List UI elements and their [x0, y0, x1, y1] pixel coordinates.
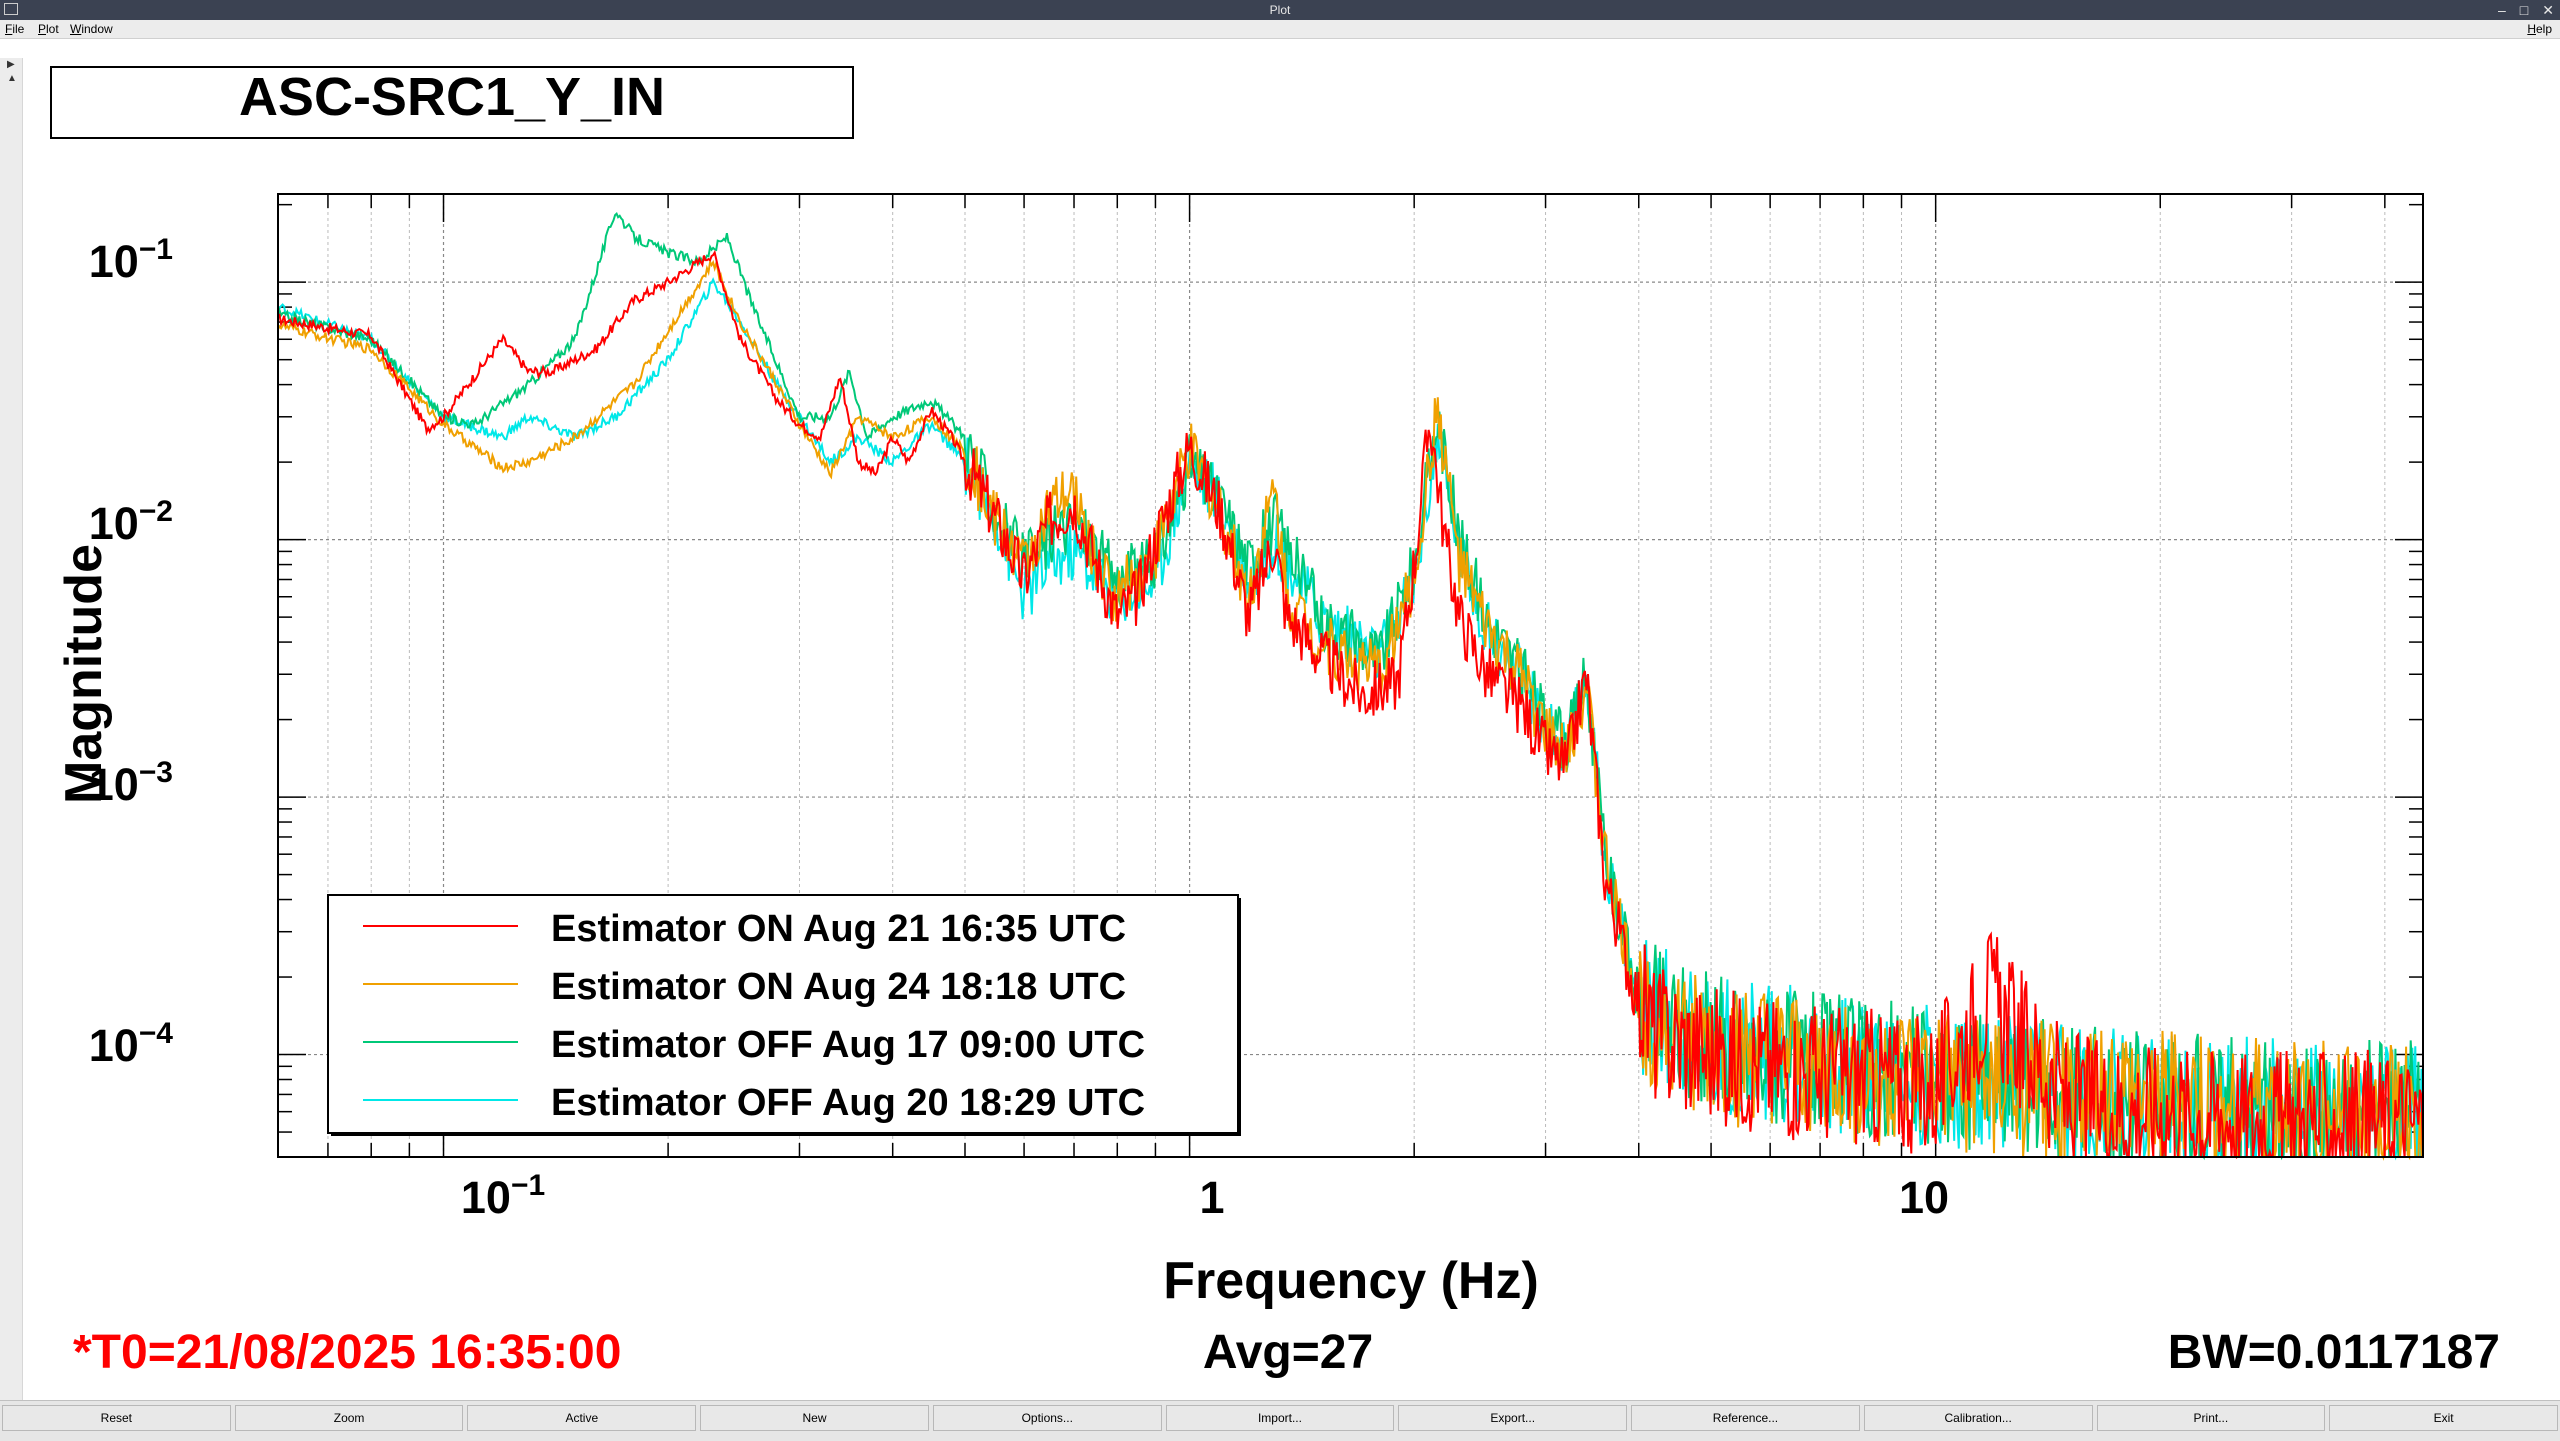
- grid-lines: [277, 194, 2423, 1158]
- button-zoom[interactable]: Zoom: [234, 1405, 464, 1431]
- plot-title: ASC-SRC1_Y_IN: [239, 67, 665, 127]
- button-options[interactable]: Options...: [932, 1405, 1162, 1431]
- button-reset[interactable]: Reset: [2, 1405, 231, 1431]
- series-line-0: [277, 249, 2424, 1160]
- button-import[interactable]: Import...: [1165, 1405, 1395, 1431]
- button-bar: Reset Zoom Active New Options... Import... Exp…: [0, 1400, 2560, 1441]
- menu-file[interactable]: File: [5, 22, 25, 36]
- arrow-up-icon[interactable]: ▲: [7, 73, 17, 84]
- menu-plot[interactable]: Plot: [38, 22, 59, 36]
- legend-label-3: Estimator OFF Aug 20 18:29 UTC: [551, 1082, 1145, 1124]
- title-box: [50, 66, 854, 139]
- legend-label-2: Estimator OFF Aug 17 09:00 UTC: [551, 1024, 1145, 1066]
- window-title: Plot: [1269, 3, 1291, 17]
- button-active[interactable]: Active: [467, 1405, 697, 1431]
- y-tick-label-1e-2: 10−2: [89, 495, 173, 549]
- menu-bar: File Plot Window Help: [0, 20, 2560, 39]
- window-icon: [4, 3, 18, 15]
- pad-selector-strip: ▶ ▲: [0, 58, 23, 1400]
- button-export[interactable]: Export...: [1398, 1405, 1628, 1431]
- window-controls: – □ ✕: [2498, 0, 2554, 20]
- button-calibration[interactable]: Calibration...: [1863, 1405, 2093, 1431]
- y-tick-label-1e-4: 10−4: [89, 1017, 174, 1071]
- close-icon[interactable]: ✕: [2542, 2, 2554, 18]
- plot-frame: [277, 193, 2424, 1158]
- minimize-icon[interactable]: –: [2498, 2, 2506, 18]
- series-group: [277, 211, 2424, 1161]
- bw-label: BW=0.0117187: [2168, 1326, 2500, 1379]
- avg-label: Avg=27: [1203, 1326, 1373, 1379]
- button-exit[interactable]: Exit: [2329, 1405, 2558, 1431]
- menu-help[interactable]: Help: [2527, 22, 2552, 36]
- menu-window[interactable]: Window: [70, 22, 113, 36]
- x-tick-label-0.1: 10−1: [461, 1169, 545, 1223]
- button-print[interactable]: Print...: [2096, 1405, 2326, 1431]
- legend-label-1: Estimator ON Aug 24 18:18 UTC: [551, 966, 1126, 1008]
- maximize-icon[interactable]: □: [2519, 2, 2529, 18]
- legend-box: [327, 894, 1239, 1134]
- x-axis-label: Frequency (Hz): [1163, 1252, 1539, 1310]
- t0-label: *T0=21/08/2025 16:35:00: [73, 1326, 621, 1379]
- legend-label-0: Estimator ON Aug 21 16:35 UTC: [551, 908, 1126, 950]
- y-tick-label-1e-1: 10−1: [89, 233, 173, 287]
- y-axis-label: Magnitude: [55, 544, 113, 804]
- x-tick-label-10: 10: [1899, 1172, 1949, 1223]
- legend: Estimator ON Aug 21 16:35 UTC Estimator …: [327, 894, 1241, 1136]
- plot-svg: ASC-SRC1_Y_IN Magnitude Frequency (Hz) 1…: [50, 66, 2500, 1379]
- y-tick-label-1e-3: 10−3: [89, 756, 173, 810]
- button-reference[interactable]: Reference...: [1631, 1405, 1860, 1431]
- button-new[interactable]: New: [700, 1405, 929, 1431]
- arrow-right-icon[interactable]: ▶: [7, 59, 15, 70]
- plot-canvas[interactable]: ASC-SRC1_Y_IN Magnitude Frequency (Hz) 1…: [23, 59, 2560, 1400]
- x-tick-label-1: 1: [1199, 1172, 1224, 1223]
- window-titlebar: Plot – □ ✕: [0, 0, 2560, 20]
